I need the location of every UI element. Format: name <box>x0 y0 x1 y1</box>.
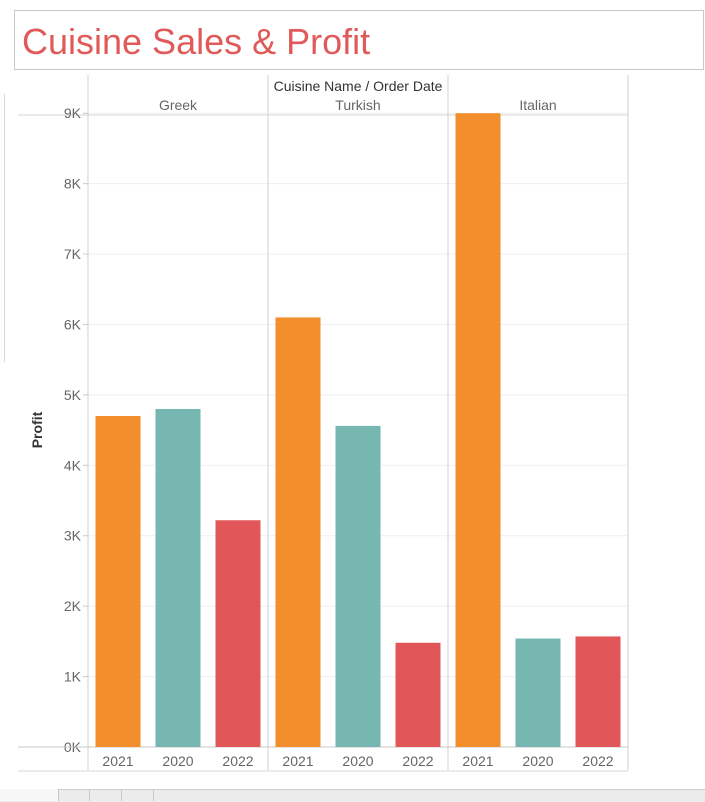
bar <box>275 317 321 747</box>
x-tick-label: 2021 <box>102 753 133 769</box>
y-tick-label: 3K <box>64 528 82 544</box>
bar <box>395 642 441 747</box>
x-tick-label: 2022 <box>582 753 613 769</box>
chart-header: Cuisine Name / Order Date <box>274 78 443 94</box>
left-panel-edge <box>0 94 5 362</box>
x-tick-label: 2021 <box>282 753 313 769</box>
sheet-tab[interactable] <box>59 789 90 801</box>
x-tick-label: 2020 <box>342 753 373 769</box>
panel-label: Greek <box>159 97 198 113</box>
bar <box>155 408 201 747</box>
y-tick-label: 4K <box>64 457 82 473</box>
bar <box>335 425 381 747</box>
sheet-tab[interactable] <box>0 789 59 801</box>
x-tick-label: 2022 <box>222 753 253 769</box>
page-title: Cuisine Sales & Profit <box>22 21 371 62</box>
y-tick-label: 1K <box>64 669 82 685</box>
panel-label: Italian <box>519 97 556 113</box>
sheet-tab[interactable] <box>122 789 154 801</box>
bar <box>515 638 561 747</box>
title-panel: Cuisine Sales & Profit <box>14 10 704 70</box>
y-tick-label: 9K <box>64 105 82 121</box>
bar <box>575 636 621 747</box>
y-tick-label: 8K <box>64 176 82 192</box>
x-tick-label: 2020 <box>522 753 553 769</box>
sheet-tab-bar <box>0 789 705 802</box>
sheet-tab[interactable] <box>90 789 122 801</box>
y-tick-label: 6K <box>64 316 82 332</box>
x-tick-label: 2022 <box>402 753 433 769</box>
y-tick-label: 5K <box>64 387 82 403</box>
x-tick-label: 2020 <box>162 753 193 769</box>
panel-label: Turkish <box>335 97 380 113</box>
y-tick-label: 7K <box>64 246 82 262</box>
bar <box>95 416 141 747</box>
x-tick-label: 2021 <box>462 753 493 769</box>
bar <box>455 113 501 748</box>
y-tick-label: 2K <box>64 598 82 614</box>
bar <box>215 520 261 747</box>
y-axis-label: Profit <box>29 411 45 448</box>
